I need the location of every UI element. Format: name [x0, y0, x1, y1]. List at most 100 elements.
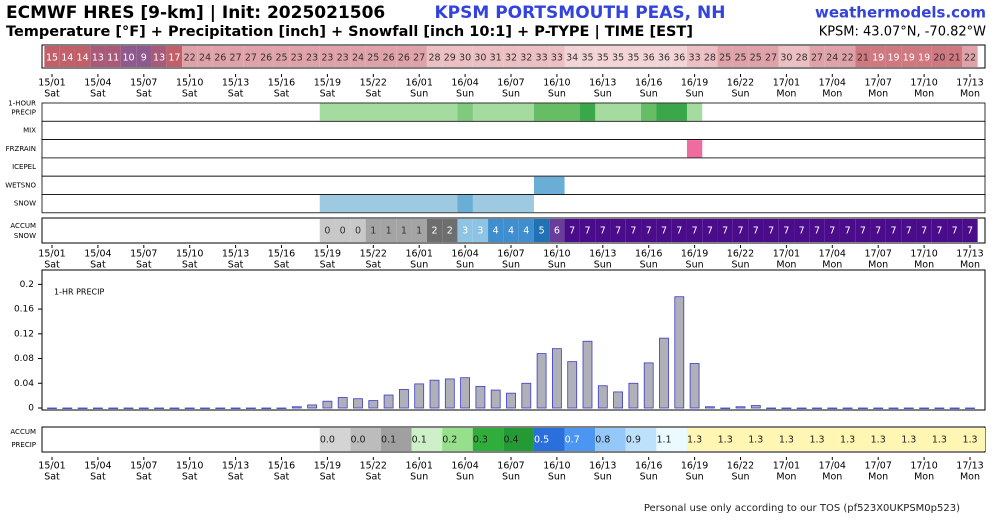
snow-cell [564, 219, 580, 242]
x-tick-label: 15/04 [84, 78, 111, 89]
temp-cell [319, 46, 336, 67]
temp-cell [227, 46, 244, 67]
x-tick-day: Sun [640, 260, 658, 271]
snow-label: 1 [401, 226, 407, 237]
precip-cell [319, 428, 351, 451]
precip-bar [108, 407, 119, 409]
x-tick-label: 17/01 [773, 78, 800, 89]
temp-cell [151, 46, 167, 67]
x-tick-day: Mon [776, 472, 796, 483]
subtitle: Temperature [°F] + Precipitation [inch] … [6, 24, 693, 40]
temp-label: 36 [673, 53, 685, 64]
temp-label: 25 [367, 53, 379, 64]
precip-bar [903, 407, 914, 409]
row-label: ACCUM [10, 222, 36, 230]
x-tick-day: Sun [594, 260, 612, 271]
x-tick-day: Mon [776, 89, 796, 100]
snow-cell [671, 219, 687, 242]
snow-cell [870, 219, 886, 242]
snow-cell [931, 219, 948, 242]
x-tick-day: Sat [90, 89, 106, 100]
precip-bar [689, 363, 700, 409]
x-tick-day: Sat [90, 472, 106, 483]
precip-bar [490, 389, 501, 409]
x-tick-day: Sat [136, 89, 152, 100]
temp-cell [901, 46, 917, 67]
precip-bar [383, 394, 394, 409]
temp-cell [610, 46, 626, 67]
x-tick-label: 15/01 [38, 78, 65, 89]
snow-cell [350, 219, 366, 242]
temp-label: 29 [444, 53, 456, 64]
x-tick-label: 15/19 [314, 78, 341, 89]
precip-bar [444, 378, 455, 409]
snow-cell [855, 219, 871, 242]
x-tick-label: 16/16 [635, 461, 662, 472]
precip-accum-label: 1.3 [901, 435, 916, 446]
x-tick-label: 15/22 [360, 78, 387, 89]
precip-bar [322, 400, 333, 409]
precip-accum-label: 0.8 [595, 435, 610, 446]
x-tick-label: 16/19 [681, 78, 708, 89]
temp-cell [472, 46, 489, 67]
x-tick-label: 17/07 [865, 461, 892, 472]
snow-cell [641, 219, 657, 242]
row-label: SNOW [14, 200, 36, 208]
precip-bar [766, 407, 776, 409]
precip-bar [169, 407, 180, 409]
precip-cell [686, 428, 718, 451]
temp-cell [916, 46, 932, 67]
snow-cell [778, 219, 795, 242]
precip-bar [796, 407, 807, 409]
temp-cell [641, 46, 657, 67]
snow-label: 2 [447, 226, 453, 237]
x-tick-label: 17/10 [910, 249, 937, 260]
precip-bar [643, 362, 654, 409]
snow-cell [763, 219, 779, 242]
ptype-row [41, 120, 986, 141]
temp-label: 25 [719, 53, 731, 64]
temp-cell [166, 46, 183, 67]
snow-cell [809, 219, 825, 242]
precip-bar [965, 407, 975, 409]
precip-cell [839, 428, 871, 451]
precip-bar [873, 407, 884, 409]
x-tick-label: 16/01 [406, 78, 433, 89]
x-tick-day: Sun [686, 472, 704, 483]
temp-label: 13 [92, 53, 104, 64]
x-tick-day: Sun [686, 260, 704, 271]
x-tick-day: Sat [44, 260, 60, 271]
snow-cell [319, 219, 336, 242]
snow-label: 7 [967, 226, 973, 237]
row-label: MIX [23, 126, 36, 134]
x-tick-label: 17/07 [865, 249, 892, 260]
snow-label: 5 [539, 226, 545, 237]
temp-label: 14 [61, 53, 73, 64]
precip-cell [380, 428, 412, 451]
x-tick-label: 15/16 [268, 78, 295, 89]
temp-cell [350, 46, 366, 67]
x-tick-label: 17/07 [865, 78, 892, 89]
x-tick-day: Sun [410, 260, 428, 271]
temp-cell [289, 46, 305, 67]
x-tick-label: 16/22 [727, 78, 754, 89]
snow-label: 0 [324, 226, 330, 237]
x-tick-day: Sat [366, 472, 382, 483]
precip-bar [460, 377, 471, 409]
precip-accum-label: 0.7 [565, 435, 580, 446]
precip-cell [809, 428, 840, 451]
snow-cell [824, 219, 840, 242]
temp-cell [778, 46, 795, 67]
precip-cell [472, 428, 504, 451]
temp-label: 27 [413, 53, 425, 64]
precip-bar [353, 398, 363, 409]
temp-cell [335, 46, 351, 67]
precip-bar [506, 392, 516, 409]
x-tick-label: 15/10 [176, 78, 203, 89]
snow-label: 4 [493, 226, 499, 237]
snow-label: 1 [370, 226, 376, 237]
x-tick-label: 17/13 [956, 461, 983, 472]
row-label: FRZRAIN [6, 145, 36, 153]
temp-label: 19 [872, 53, 884, 64]
precip-bar [720, 407, 731, 409]
